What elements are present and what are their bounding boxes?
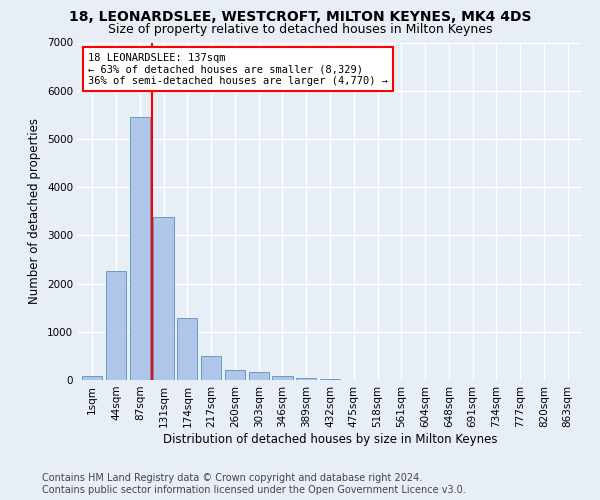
Text: Contains HM Land Registry data © Crown copyright and database right 2024.
Contai: Contains HM Land Registry data © Crown c… — [42, 474, 466, 495]
Bar — [201, 356, 221, 380]
Text: Size of property relative to detached houses in Milton Keynes: Size of property relative to detached ho… — [108, 22, 492, 36]
X-axis label: Distribution of detached houses by size in Milton Keynes: Distribution of detached houses by size … — [163, 432, 497, 446]
Bar — [320, 378, 340, 380]
Bar — [106, 270, 126, 380]
Bar — [154, 217, 173, 380]
Text: 18, LEONARDSLEE, WESTCROFT, MILTON KEYNES, MK4 4DS: 18, LEONARDSLEE, WESTCROFT, MILTON KEYNE… — [69, 10, 531, 24]
Bar — [82, 376, 103, 380]
Bar — [225, 370, 245, 380]
Bar — [248, 372, 269, 380]
Bar — [177, 318, 197, 380]
Bar — [130, 116, 150, 380]
Y-axis label: Number of detached properties: Number of detached properties — [28, 118, 41, 304]
Bar — [296, 378, 316, 380]
Bar — [272, 376, 293, 380]
Text: 18 LEONARDSLEE: 137sqm
← 63% of detached houses are smaller (8,329)
36% of semi-: 18 LEONARDSLEE: 137sqm ← 63% of detached… — [88, 52, 388, 86]
